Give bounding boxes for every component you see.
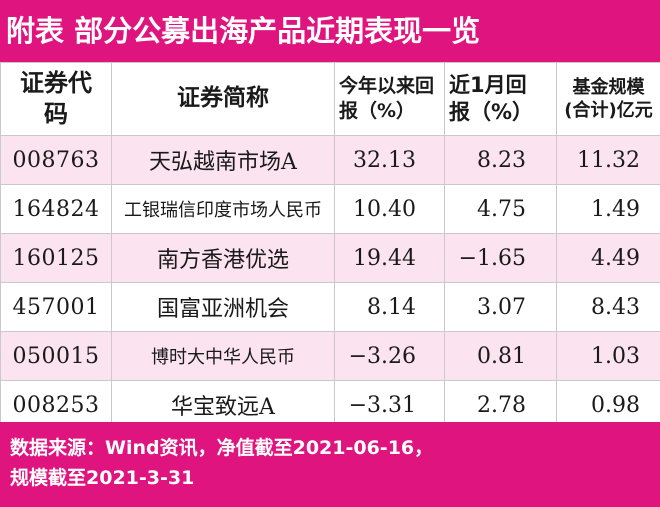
source-line-2: 规模截至2021-3-31 [10,467,195,489]
header-1m-line1: 近1月回 [449,72,527,97]
header-ytd-return: 今年以来回 报（%） [334,62,445,136]
table-row: 008763 天弘越南市场A 32.13 8.23 11.32 [0,135,660,185]
fund-code: 008253 [0,380,112,430]
one-month-return: 3.07 [444,282,557,332]
one-month-return: 4.75 [444,184,557,234]
fund-name: 华宝致远A [111,380,335,430]
page-title: 附表 部分公募出海产品近期表现一览 [0,0,660,62]
header-code-line2: 码 [44,100,68,128]
header-1m-return: 近1月回 报（%） [444,62,557,136]
ytd-return: 32.13 [334,135,445,185]
table-row: 160125 南方香港优选 19.44 −1.65 4.49 [0,233,660,283]
table-row: 164824 工银瑞信印度市场人民币 10.40 4.75 1.49 [0,184,660,234]
one-month-return: 2.78 [444,380,557,430]
fund-name: 南方香港优选 [111,233,335,283]
fund-scale: 1.49 [556,184,660,234]
source-line-1: 数据来源：Wind资讯，净值截至2021-06-16， [10,437,434,459]
header-scale-line2: (合计)亿元 [564,100,653,121]
one-month-return: 0.81 [444,331,557,381]
fund-code: 457001 [0,282,112,332]
source-footer: 数据来源：Wind资讯，净值截至2021-06-16， 规模截至2021-3-3… [0,422,660,507]
fund-scale: 8.43 [556,282,660,332]
fund-code: 160125 [0,233,112,283]
table-header-row: 证券代 码 证券简称 今年以来回 报（%） 近1月回 报（%） 基金规模 (合计… [0,62,660,136]
ytd-return: −3.26 [334,331,445,381]
header-ytd-line2: 报（%） [339,100,416,122]
table-row: 008253 华宝致远A −3.31 2.78 0.98 [0,380,660,430]
ytd-return: 19.44 [334,233,445,283]
fund-name: 天弘越南市场A [111,135,335,185]
header-1m-line2: 报（%） [449,100,534,124]
fund-table: 证券代 码 证券简称 今年以来回 报（%） 近1月回 报（%） 基金规模 (合计… [0,62,660,430]
fund-scale: 11.32 [556,135,660,185]
fund-code: 050015 [0,331,112,381]
fund-name: 博时大中华人民币 [111,331,335,381]
one-month-return: −1.65 [444,233,557,283]
header-scale-line1: 基金规模 [572,76,645,98]
fund-code: 008763 [0,135,112,185]
fund-name: 工银瑞信印度市场人民币 [111,184,335,234]
header-ytd-line1: 今年以来回 [339,75,435,98]
ytd-return: 8.14 [334,282,445,332]
fund-scale: 0.98 [556,380,660,430]
header-code-line1: 证券代 [20,68,92,97]
fund-scale: 1.03 [556,331,660,381]
header-fund-scale: 基金规模 (合计)亿元 [556,62,660,136]
table-row: 457001 国富亚洲机会 8.14 3.07 8.43 [0,282,660,332]
fund-code: 164824 [0,184,112,234]
header-name: 证券简称 [111,62,335,136]
one-month-return: 8.23 [444,135,557,185]
fund-name: 国富亚洲机会 [111,282,335,332]
ytd-return: 10.40 [334,184,445,234]
fund-scale: 4.49 [556,233,660,283]
table-row: 050015 博时大中华人民币 −3.26 0.81 1.03 [0,331,660,381]
header-code: 证券代 码 [0,62,112,136]
